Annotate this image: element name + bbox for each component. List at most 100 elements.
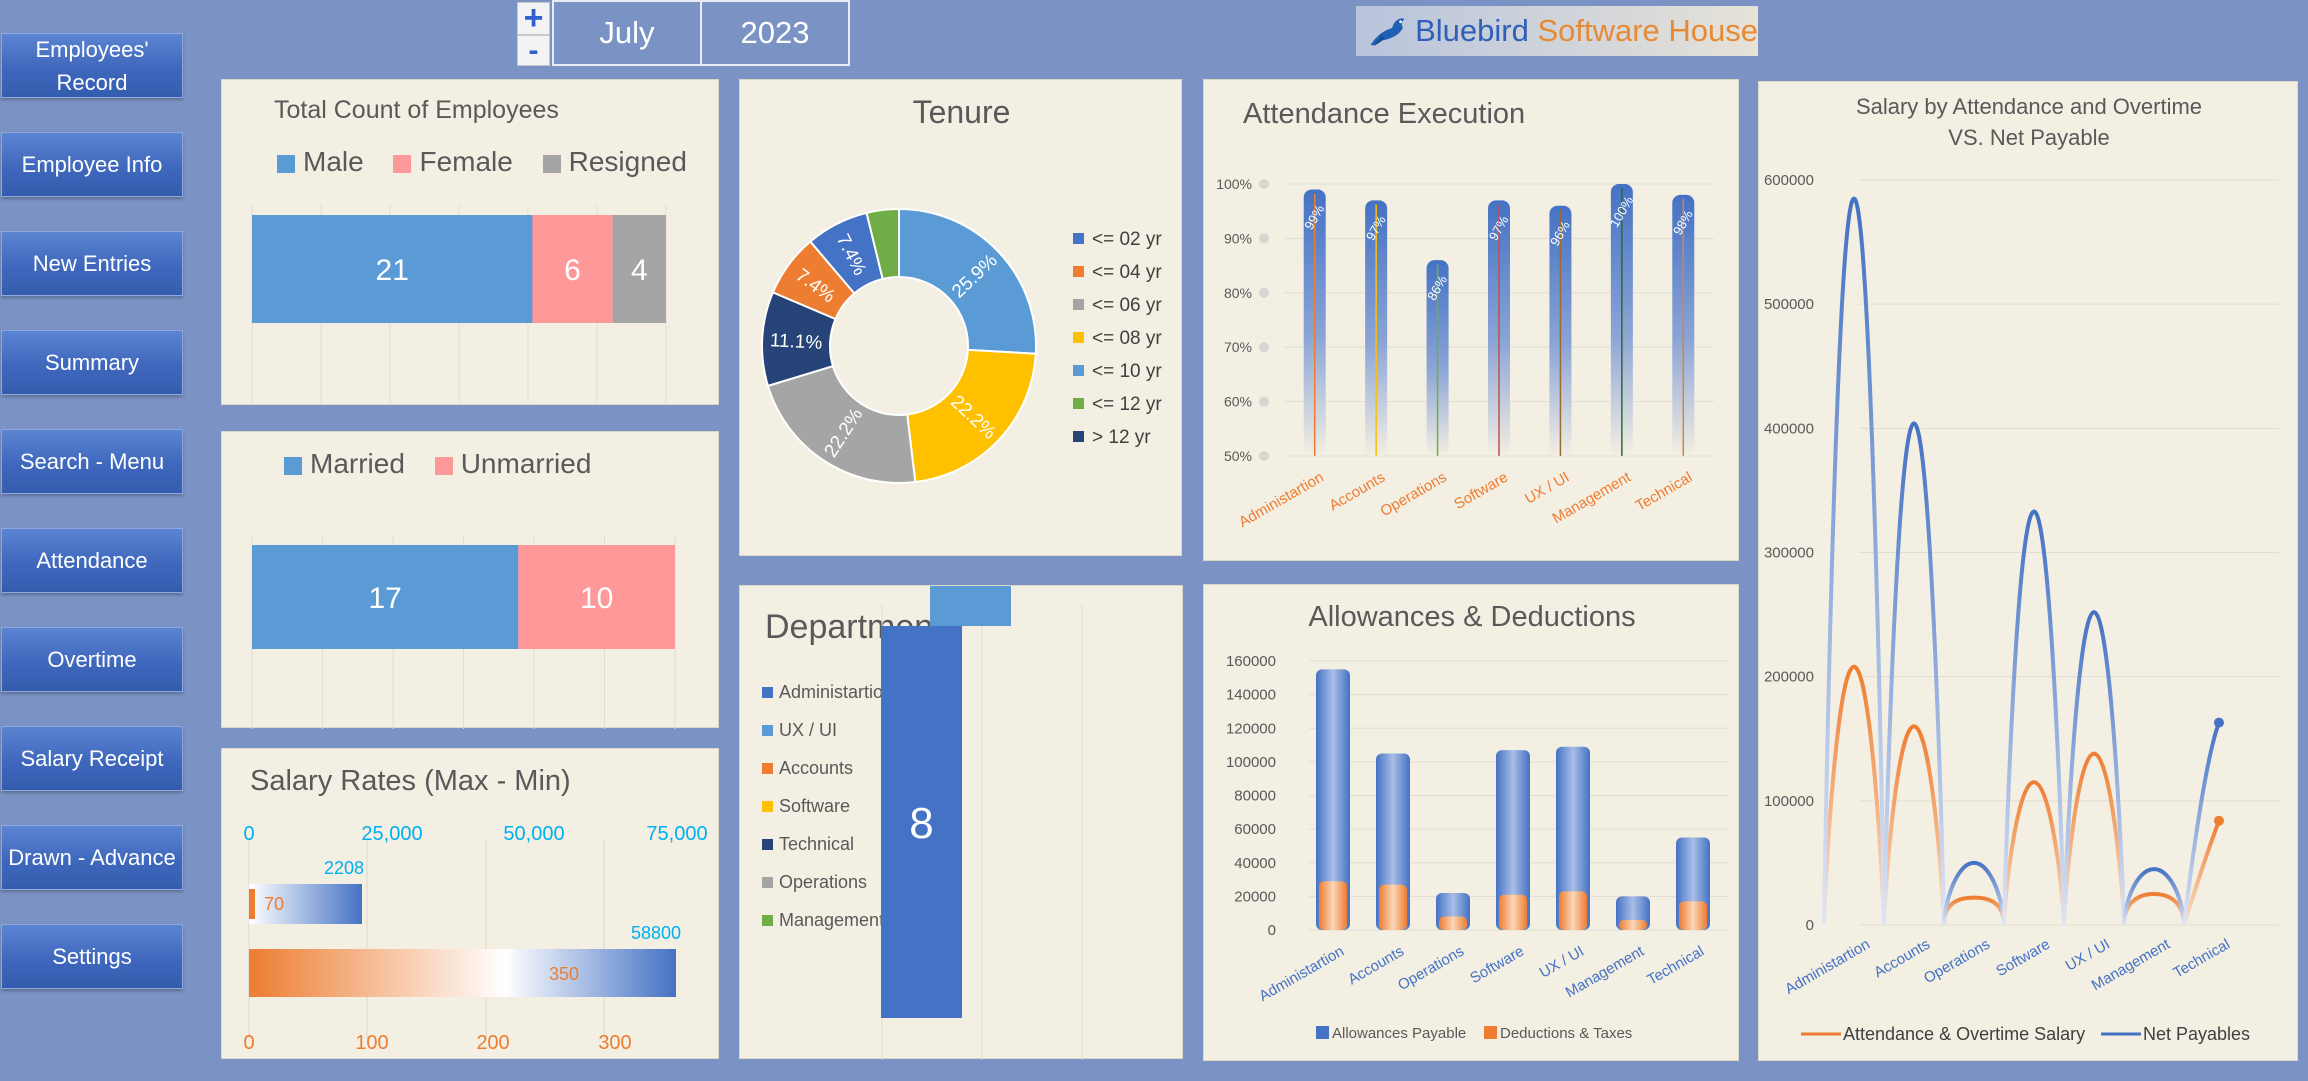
company-logo: Bluebird Software House — [1356, 6, 1758, 56]
legend-married: Married — [310, 448, 405, 479]
deductions-bar-3 — [1499, 894, 1527, 930]
allowances-category-3: Software — [1467, 943, 1527, 987]
tenure-legend-swatch-4 — [1073, 365, 1084, 376]
department-legend-swatch-6 — [762, 915, 773, 926]
attendance-salary-curve-0 — [1822, 664, 1886, 926]
nav-button-employee-info[interactable]: Employee Info — [1, 132, 183, 197]
department-legend-swatch-0 — [762, 687, 773, 698]
employee-count-bar: 21 6 4 — [251, 205, 667, 403]
deductions-bar-0 — [1319, 881, 1347, 930]
legend-resigned: Resigned — [568, 146, 687, 177]
net-payable-category-2: Operations — [1921, 936, 1993, 987]
tenure-legend-label-4: <= 10 yr — [1092, 361, 1162, 382]
tenure-legend-swatch-2 — [1073, 299, 1084, 310]
nav-button-summary[interactable]: Summary — [1, 330, 183, 395]
bottom-axis-0: 0 — [243, 1032, 254, 1054]
net-payable-y-tick-2: 400000 — [1764, 420, 1814, 437]
department-bar-0 — [881, 626, 962, 1018]
department-legend-swatch-1 — [762, 725, 773, 736]
attendance-y-tick-2: 80% — [1224, 285, 1252, 301]
attendance-y-tick-1: 90% — [1224, 230, 1252, 246]
bottom-axis-3: 300 — [598, 1032, 631, 1054]
allowances-y-tick-8: 0 — [1268, 922, 1276, 939]
nav-button-search-menu[interactable]: Search - Menu — [1, 429, 183, 494]
department-legend-label-1: UX / UI — [779, 720, 837, 740]
legend-female: Female — [419, 146, 513, 177]
department-legend-swatch-3 — [762, 801, 773, 812]
deductions-legend-label: Deductions & Taxes — [1500, 1025, 1632, 1042]
marital-label-1: 10 — [580, 582, 613, 615]
tenure-legend-swatch-1 — [1073, 266, 1084, 277]
nav-button-employees-record[interactable]: Employees' Record — [1, 33, 183, 98]
net-payable-category-0: Administartion — [1782, 936, 1873, 998]
nav-button-attendance[interactable]: Attendance — [1, 528, 183, 593]
allowances-y-tick-4: 80000 — [1234, 788, 1276, 805]
attendance-salary-curve-1 — [1882, 724, 1946, 926]
allowances-title: Allowances & Deductions — [1308, 601, 1636, 633]
tenure-legend-label-0: <= 02 yr — [1092, 229, 1162, 250]
allowances-y-tick-3: 100000 — [1226, 754, 1276, 771]
tenure-legend-label-3: <= 08 yr — [1092, 328, 1162, 349]
nav-button-new-entries[interactable]: New Entries — [1, 231, 183, 296]
salary-bar-1-min: 70 — [264, 894, 284, 914]
tenure-legend-swatch-0 — [1073, 233, 1084, 244]
deductions-bar-4 — [1559, 891, 1587, 930]
nav-button-salary-receipt[interactable]: Salary Receipt — [1, 726, 183, 791]
attendance-y-tick-4: 60% — [1224, 394, 1252, 410]
logo-text-software-house: Software House — [1537, 13, 1758, 48]
attendance-category-6: Technical — [1633, 469, 1696, 515]
net-payable-panel: Salary by Attendance and Overtime VS. Ne… — [1758, 81, 2298, 1061]
department-legend-label-2: Accounts — [779, 758, 853, 778]
nav-button-settings[interactable]: Settings — [1, 924, 183, 989]
marital-segment-1 — [518, 545, 675, 649]
tenure-slice-2 — [766, 364, 917, 484]
employee-count-title: Total Count of Employees — [274, 96, 559, 124]
net-payable-category-6: Technical — [2170, 936, 2233, 982]
nav-button-overtime[interactable]: Overtime — [1, 627, 183, 692]
bottom-axis-1: 100 — [355, 1032, 388, 1054]
top-axis-1: 25,000 — [361, 823, 422, 845]
top-axis-2: 50,000 — [503, 823, 564, 845]
marital-legend: Married Unmarried — [284, 448, 591, 480]
attendance-category-4: UX / UI — [1522, 469, 1572, 508]
allowances-legend-swatch — [1316, 1026, 1329, 1039]
marital-segment-0 — [252, 545, 519, 649]
attendance-y-marker — [1259, 287, 1269, 298]
logo-text-bluebird: Bluebird — [1415, 13, 1538, 48]
allowances-bar-0 — [1316, 669, 1350, 930]
bluebird-icon — [1370, 18, 1405, 47]
net-payable-y-tick-0: 600000 — [1764, 172, 1814, 189]
net-payables-curve-5 — [2122, 867, 2186, 926]
salary-bar-2-min: 350 — [549, 964, 579, 984]
attendance-y-tick-5: 50% — [1224, 448, 1252, 464]
allowances-y-tick-5: 60000 — [1234, 821, 1276, 838]
attendance-chart: 100%90%80%70%60%50%99%Administartion97%A… — [1216, 176, 1714, 531]
tenure-panel: Tenure 25.9% 22.2% 22.2% 11.1% 7.4% 7.4% <= 02… — [739, 79, 1182, 556]
employee-count-label-1: 6 — [564, 254, 581, 287]
deductions-bar-1 — [1379, 884, 1407, 930]
tenure-legend-swatch-5 — [1073, 398, 1084, 409]
department-legend-label-0: Administartion — [779, 682, 893, 702]
month-field[interactable]: July — [552, 0, 702, 66]
department-legend-swatch-4 — [762, 839, 773, 850]
deductions-legend-swatch — [1484, 1026, 1497, 1039]
top-axis-0: 0 — [243, 823, 254, 845]
salary-bar-1-max: 2208 — [324, 858, 364, 878]
net-payable-title-line2: VS. Net Payable — [1948, 125, 2110, 150]
allowances-panel: Allowances & Deductions 160000 140000 1200… — [1203, 584, 1739, 1061]
attendance-salary-curve-6 — [2182, 819, 2221, 926]
attendance-salary-curve-3 — [2002, 780, 2066, 926]
nav-button-drawn-advance[interactable]: Drawn - Advance — [1, 825, 183, 890]
allowances-category-2: Operations — [1395, 943, 1467, 994]
net-payables-curve-1 — [1882, 421, 1946, 926]
net-payables-curve-4 — [2062, 610, 2126, 926]
year-field[interactable]: 2023 — [700, 0, 850, 66]
tenure-legend-label-6: > 12 yr — [1092, 427, 1151, 448]
attendance-y-marker — [1259, 179, 1269, 189]
decrement-month-button[interactable]: - — [517, 34, 550, 67]
deductions-bar-2 — [1439, 916, 1467, 930]
increment-month-button[interactable]: + — [517, 0, 550, 37]
net-payables-end-marker — [2214, 717, 2224, 728]
employee-count-segment-1 — [532, 215, 613, 323]
department-chart: Administartion UX / UI Accounts Software Tec… — [762, 586, 1083, 1060]
